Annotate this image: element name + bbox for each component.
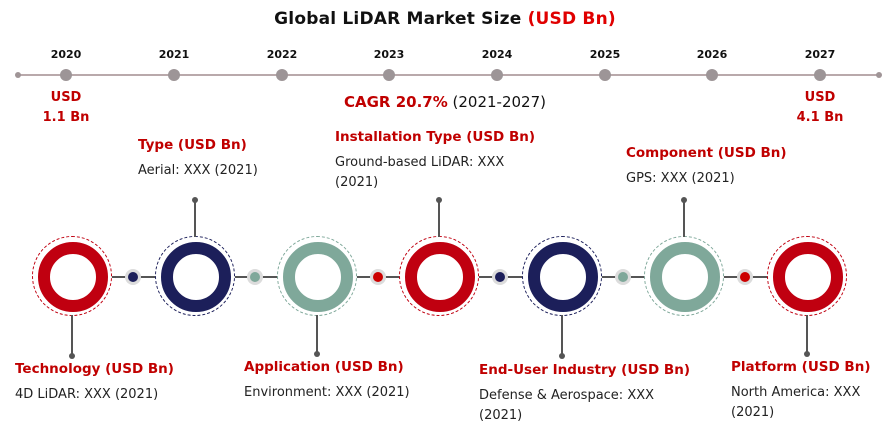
segment-heading: Platform (USD Bn) — [731, 359, 871, 375]
connector-dot — [192, 197, 198, 203]
connector-line — [438, 200, 440, 237]
connector-line — [806, 315, 808, 353]
year-marker — [168, 69, 180, 81]
connector-dot — [804, 351, 810, 357]
segment-value: 4D LiDAR: XXX (2021) — [15, 387, 159, 402]
end-value: 4.1 Bn — [796, 110, 844, 125]
chart-title: Global LiDAR Market Size (USD Bn) — [0, 9, 890, 29]
segment-heading: Technology (USD Bn) — [15, 361, 174, 377]
year-marker — [599, 69, 611, 81]
year-marker — [491, 69, 503, 81]
segment-value: GPS: XXX (2021) — [626, 171, 735, 186]
connector-dot — [314, 351, 320, 357]
segment-heading: Component (USD Bn) — [626, 145, 787, 161]
segment-installation-type: Installation Type (USD Bn) Ground-based … — [335, 127, 535, 193]
year-label: 2022 — [266, 48, 298, 61]
chain-dot — [492, 269, 508, 285]
end-market-size: USD 4.1 Bn — [785, 88, 855, 128]
year-label: 2025 — [589, 48, 621, 61]
title-main: Global LiDAR Market Size — [274, 9, 522, 29]
connector-line — [316, 315, 318, 353]
end-currency: USD — [804, 90, 836, 105]
cagr-label: CAGR 20.7% (2021-2027) — [0, 93, 890, 111]
segment-value-cont: (2021) — [479, 408, 523, 423]
year-label: 2023 — [373, 48, 405, 61]
connector-dot — [681, 197, 687, 203]
chain-dot — [125, 269, 141, 285]
segment-type: Type (USD Bn) Aerial: XXX (2021) — [138, 135, 258, 181]
chain-dot — [370, 269, 386, 285]
segment-value: Ground-based LiDAR: XXX — [335, 155, 505, 170]
segment-application: Application (USD Bn) Environment: XXX (2… — [244, 357, 410, 403]
start-market-size: USD 1.1 Bn — [31, 88, 101, 128]
connector-dot — [559, 353, 565, 359]
chain-dot — [247, 269, 263, 285]
chain-dot — [737, 269, 753, 285]
segment-ring-platform — [767, 236, 847, 316]
segment-ring-component — [644, 236, 724, 316]
segment-value: North America: XXX — [731, 385, 861, 400]
year-label: 2021 — [158, 48, 190, 61]
year-marker — [706, 69, 718, 81]
year-label: 2020 — [50, 48, 82, 61]
segment-value-cont: (2021) — [731, 405, 775, 420]
segment-value: Aerial: XXX (2021) — [138, 163, 258, 178]
connector-dot — [436, 197, 442, 203]
segment-ring-end-user-industry — [522, 236, 602, 316]
title-unit: (USD Bn) — [527, 9, 616, 29]
segment-ring-technology — [32, 236, 112, 316]
chain-dot — [615, 269, 631, 285]
segment-ring-installation-type — [399, 236, 479, 316]
cagr-period: (2021-2027) — [452, 93, 546, 111]
segment-ring-type — [155, 236, 235, 316]
segment-heading: Installation Type (USD Bn) — [335, 129, 536, 145]
segment-ring-application — [277, 236, 357, 316]
year-marker — [276, 69, 288, 81]
year-marker — [383, 69, 395, 81]
segment-platform: Platform (USD Bn) North America: XXX (20… — [731, 357, 871, 423]
start-value: 1.1 Bn — [42, 110, 90, 125]
timeline-end-cap — [876, 72, 882, 78]
year-marker — [60, 69, 72, 81]
connector-line — [194, 200, 196, 237]
year-label: 2026 — [696, 48, 728, 61]
segment-heading: Application (USD Bn) — [244, 359, 404, 375]
timeline-axis — [18, 74, 880, 76]
cagr-value: CAGR 20.7% — [344, 93, 448, 111]
segment-value-cont: (2021) — [335, 175, 379, 190]
segment-component: Component (USD Bn) GPS: XXX (2021) — [626, 143, 787, 189]
year-marker — [814, 69, 826, 81]
segment-heading: Type (USD Bn) — [138, 137, 247, 153]
connector-line — [683, 200, 685, 237]
segment-value: Defense & Aerospace: XXX — [479, 388, 655, 403]
connector-line — [71, 315, 73, 355]
connector-line — [561, 315, 563, 355]
segment-value: Environment: XXX (2021) — [244, 385, 410, 400]
year-label: 2024 — [481, 48, 513, 61]
connector-dot — [69, 353, 75, 359]
start-currency: USD — [50, 90, 82, 105]
segment-heading: End-User Industry (USD Bn) — [479, 362, 690, 378]
segment-end-user-industry: End-User Industry (USD Bn) Defense & Aer… — [479, 360, 690, 426]
year-label: 2027 — [804, 48, 836, 61]
timeline-start-cap — [15, 72, 21, 78]
segment-technology: Technology (USD Bn) 4D LiDAR: XXX (2021) — [15, 359, 174, 405]
